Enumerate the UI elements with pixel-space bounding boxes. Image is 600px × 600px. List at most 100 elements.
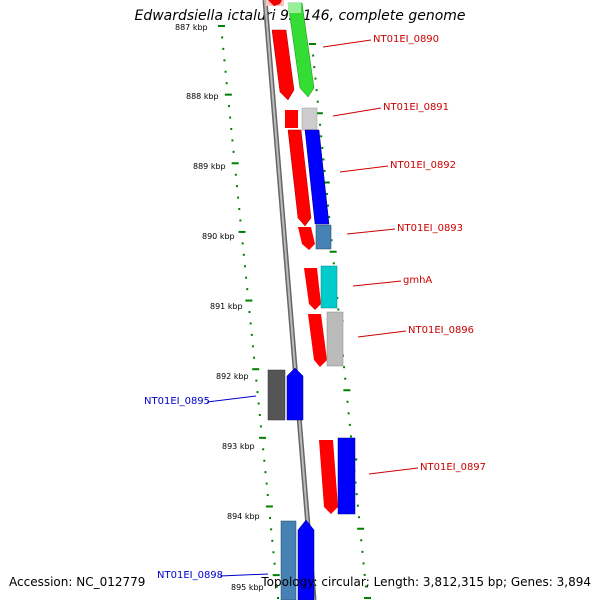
minor-tick [224,70,227,73]
minor-tick [243,265,246,268]
minor-tick [312,54,315,57]
minor-tick [315,89,318,92]
tick-label: 887 kbp [175,23,208,32]
major-tick [238,230,246,233]
minor-tick [313,66,316,69]
minor-tick [227,105,230,108]
minor-tick [263,459,266,462]
minor-tick [264,471,267,474]
minor-tick [249,322,252,325]
minor-tick [250,333,253,336]
gene-label: gmhA [403,275,432,286]
minor-tick [319,123,322,126]
minor-tick [235,185,238,188]
scale-ticks: 887 kbp 888 kbp 889 kbp 890 kbp 891 kbp … [175,23,264,592]
minor-tick [234,173,237,176]
gene-label: NT01EI_0895 [144,396,210,407]
minor-tick [221,36,224,39]
gene-arrow-blue-0897 [337,437,356,515]
tick-label: 891 kbp [210,302,243,311]
minor-tick [323,169,326,172]
gene-arrow-steelblue-0898 [280,520,297,600]
minor-tick [347,412,350,415]
gene-label: NT01EI_0898 [157,570,223,581]
minor-tick [245,276,248,279]
gene-arrow-darkgray-0895 [267,369,286,421]
minor-tick [256,391,259,394]
leader-line [368,467,419,475]
minor-tick [328,216,331,219]
minor-tick [248,311,251,313]
gene-label: NT01EI_0891 [383,102,449,113]
tick-label: 893 kbp [222,442,255,451]
leader-line [352,280,402,287]
leader-line [219,573,269,577]
gene-arrow-red-0897 [319,440,338,514]
minor-tick [246,288,249,291]
minor-tick [320,135,323,138]
tick-label: 894 kbp [227,512,260,521]
minor-tick [257,402,260,405]
minor-tick [266,494,269,497]
gene-arrow-blue-0895 [286,367,304,421]
leader-line [206,395,257,403]
minor-tick [238,208,241,211]
minor-tick [362,562,365,565]
major-tick [315,112,323,115]
minor-tick [265,482,268,485]
gene-arrow-gray-small [301,107,318,131]
minor-tick [242,253,245,256]
minor-tick [363,573,366,576]
major-tick [272,574,280,577]
minor-tick [251,345,254,348]
minor-tick [262,448,265,451]
minor-tick [337,308,340,311]
leader-line [346,228,396,235]
minor-tick [355,493,358,496]
accession-text: Accession: NC_012779 [9,575,146,589]
gene-arrow-red-small [285,110,298,128]
genome-stats-text: Topology: circular; Length: 3,812,315 bp… [261,575,591,589]
gene-arrow-green-top [288,3,301,13]
gene-arrow-red-small-2 [298,227,315,250]
gene-label: NT01EI_0892 [390,160,456,171]
tick-label: 892 kbp [216,372,249,381]
minor-tick [322,158,325,161]
minor-tick [349,435,352,438]
minor-tick [271,539,274,542]
minor-tick [259,425,262,428]
minor-tick [270,528,273,531]
major-tick [343,389,351,392]
minor-tick [239,219,242,222]
major-tick [252,368,260,371]
minor-tick [253,356,256,359]
gene-arrow-blue-0898 [297,519,315,600]
gene-arrow-red-0896 [308,314,327,367]
leader-line [357,330,407,338]
minor-tick [327,204,330,207]
tick-label: 889 kbp [193,162,226,171]
major-tick [364,597,371,599]
leader-line [339,165,389,173]
gene-arrow-blue-long [304,129,330,225]
major-tick [218,25,225,27]
minor-tick [275,585,278,588]
gene-label: NT01EI_0893 [397,223,463,234]
gene-arrow-steelblue-small [315,224,332,250]
major-tick [322,181,330,184]
major-tick [309,43,316,45]
minor-tick [321,146,324,149]
gene-arrow-red-long [287,129,312,227]
gene-label: NT01EI_0896 [408,325,474,336]
minor-tick [314,77,317,80]
minor-tick [357,516,360,519]
tick-label: 888 kbp [186,92,219,101]
gene-label: NT01EI_0890 [373,34,439,45]
leader-line [332,107,382,117]
minor-tick [332,262,335,265]
minor-tick [223,59,226,62]
minor-tick [229,116,232,119]
minor-tick [277,597,279,599]
